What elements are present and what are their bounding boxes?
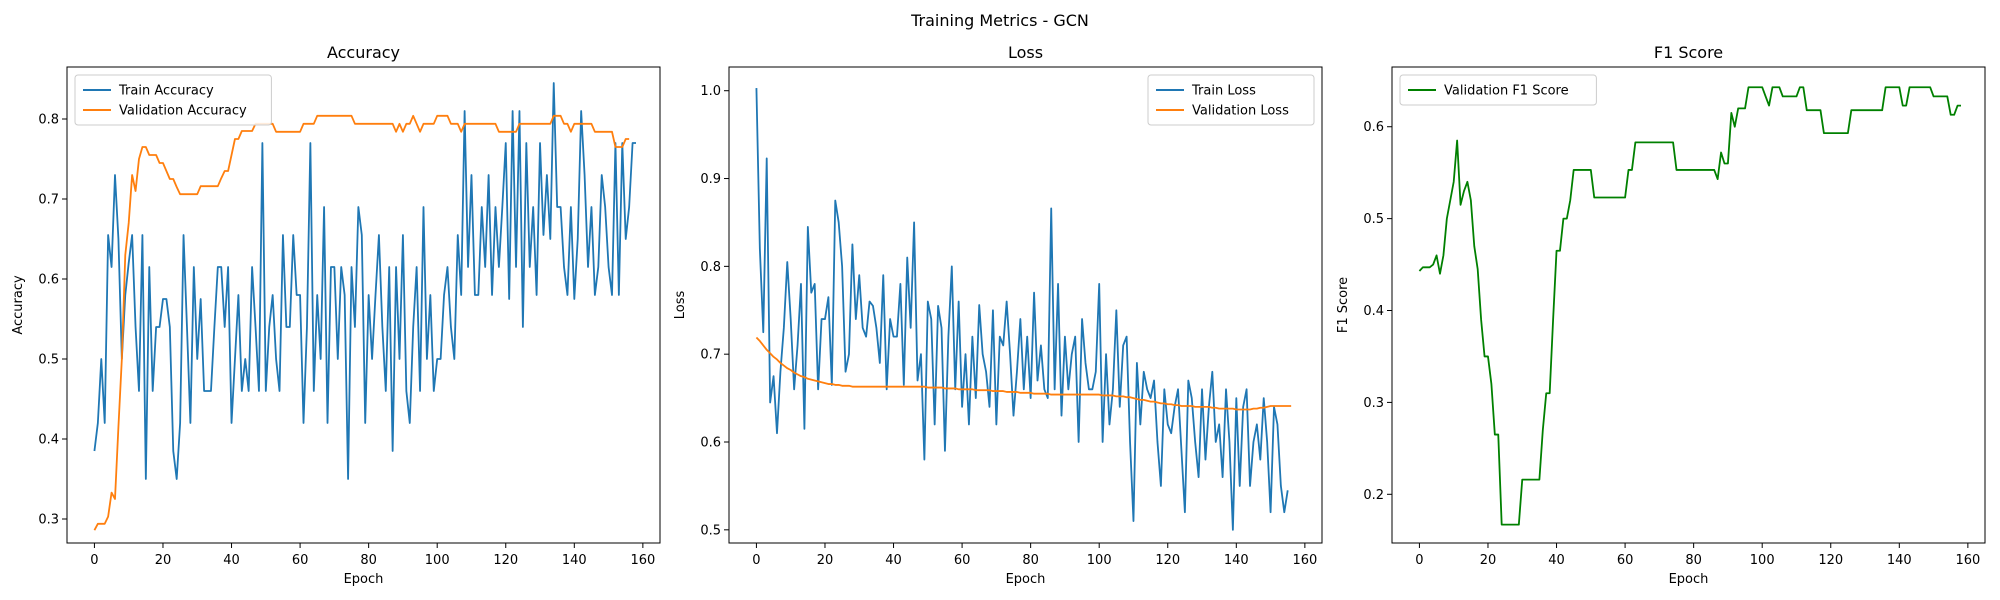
loss-chart-title: Loss [1008,43,1043,62]
figure-suptitle: Training Metrics - GCN [910,11,1089,30]
accuracy-series-train-accuracy-line [93,82,637,480]
accuracy-x-tick-label: 140 [562,553,587,568]
accuracy-y-tick-label: 0.7 [38,193,59,208]
f1-score-x-tick-label: 0 [1415,553,1423,568]
accuracy-x-tick-label: 40 [223,553,240,568]
loss-x-tick-label: 100 [1087,553,1112,568]
f1-score-chart-title: F1 Score [1654,43,1723,62]
loss-series-validation-loss-line [755,336,1292,411]
loss-x-tick-label: 160 [1292,553,1317,568]
accuracy-y-tick-label: 0.3 [38,513,59,528]
loss-x-tick-label: 40 [885,553,902,568]
f1-score-x-axis-label: Epoch [1669,572,1709,587]
f1-score-x-tick-label: 100 [1750,553,1775,568]
accuracy-x-tick-label: 160 [630,553,655,568]
accuracy-x-axis-label: Epoch [344,572,384,587]
accuracy-legend-label: Validation Accuracy [119,104,247,119]
loss-legend-label: Validation Loss [1192,104,1289,119]
loss-y-tick-label: 0.7 [700,348,721,363]
loss-panel: 0 20 40 60 80 100 120 140 160 0.5 0.6 0.7 0.8 0.9 1.0 L… [673,43,1323,587]
f1-score-x-tick-label: 140 [1887,553,1912,568]
accuracy-legend: Train Accuracy Validation Accuracy [74,74,272,126]
accuracy-x-tick-label: 100 [425,553,450,568]
f1-score-x-tick-label: 120 [1818,553,1843,568]
f1-score-y-tick-label: 0.5 [1363,212,1384,227]
accuracy-x-tick-label: 120 [493,553,518,568]
accuracy-legend-box [74,74,272,126]
f1-score-y-tick-label: 0.4 [1363,304,1384,319]
f1-score-panel: 0 20 40 60 80 100 120 140 160 0.2 0.3 0.4 0.5 0.6 F1 S… [1336,43,1986,587]
loss-y-axis-label: Loss [673,291,688,320]
loss-legend: Train Loss Validation Loss [1147,74,1315,126]
loss-legend-box [1147,74,1315,126]
loss-x-tick-label: 20 [817,553,834,568]
f1-score-legend: Validation F1 Score [1399,74,1597,106]
accuracy-axes-frame [66,66,661,544]
f1-score-legend-label: Validation F1 Score [1444,84,1569,99]
loss-axes-frame [728,66,1323,544]
loss-series-train-loss-line [755,88,1289,531]
f1-score-legend-box [1399,74,1597,106]
accuracy-legend-label: Train Accuracy [118,84,214,99]
f1-score-series-validation-f1-score-line [1418,86,1962,526]
accuracy-y-tick-label: 0.6 [38,273,59,288]
loss-y-tick-label: 0.6 [700,436,721,451]
f1-score-x-tick-label: 160 [1955,553,1980,568]
loss-x-axis-label: Epoch [1006,572,1046,587]
f1-score-x-tick-label: 80 [1685,553,1702,568]
accuracy-x-tick-label: 20 [155,553,172,568]
loss-x-tick-label: 120 [1155,553,1180,568]
accuracy-y-tick-label: 0.5 [38,353,59,368]
f1-score-x-tick-label: 20 [1480,553,1497,568]
loss-y-tick-label: 0.8 [700,260,721,275]
f1-score-axes-frame [1391,66,1986,544]
loss-x-tick-label: 140 [1224,553,1249,568]
accuracy-series-validation-accuracy-line [93,114,630,531]
f1-score-x-tick-label: 40 [1548,553,1565,568]
loss-legend-label: Train Loss [1191,84,1256,99]
loss-x-tick-label: 60 [954,553,971,568]
loss-y-tick-label: 0.5 [700,523,721,538]
f1-score-y-tick-label: 0.2 [1363,488,1384,503]
f1-score-y-axis-label: F1 Score [1336,277,1351,333]
f1-score-y-tick-label: 0.3 [1363,396,1384,411]
loss-x-tick-label: 0 [752,553,760,568]
accuracy-chart-title: Accuracy [327,43,400,62]
loss-y-tick-label: 0.9 [700,172,721,187]
f1-score-x-tick-label: 60 [1617,553,1634,568]
accuracy-x-tick-label: 80 [360,553,377,568]
accuracy-y-tick-label: 0.4 [38,433,59,448]
accuracy-x-tick-label: 0 [90,553,98,568]
loss-x-tick-label: 80 [1022,553,1039,568]
f1-score-y-tick-label: 0.6 [1363,120,1384,135]
accuracy-panel: 0 20 40 60 80 100 120 140 160 0.3 0.4 0.5 0.6 0.7 0.8 A… [11,43,661,587]
loss-y-tick-label: 1.0 [700,84,721,99]
accuracy-y-axis-label: Accuracy [11,275,26,335]
accuracy-y-tick-label: 0.8 [38,113,59,128]
accuracy-x-tick-label: 60 [292,553,309,568]
